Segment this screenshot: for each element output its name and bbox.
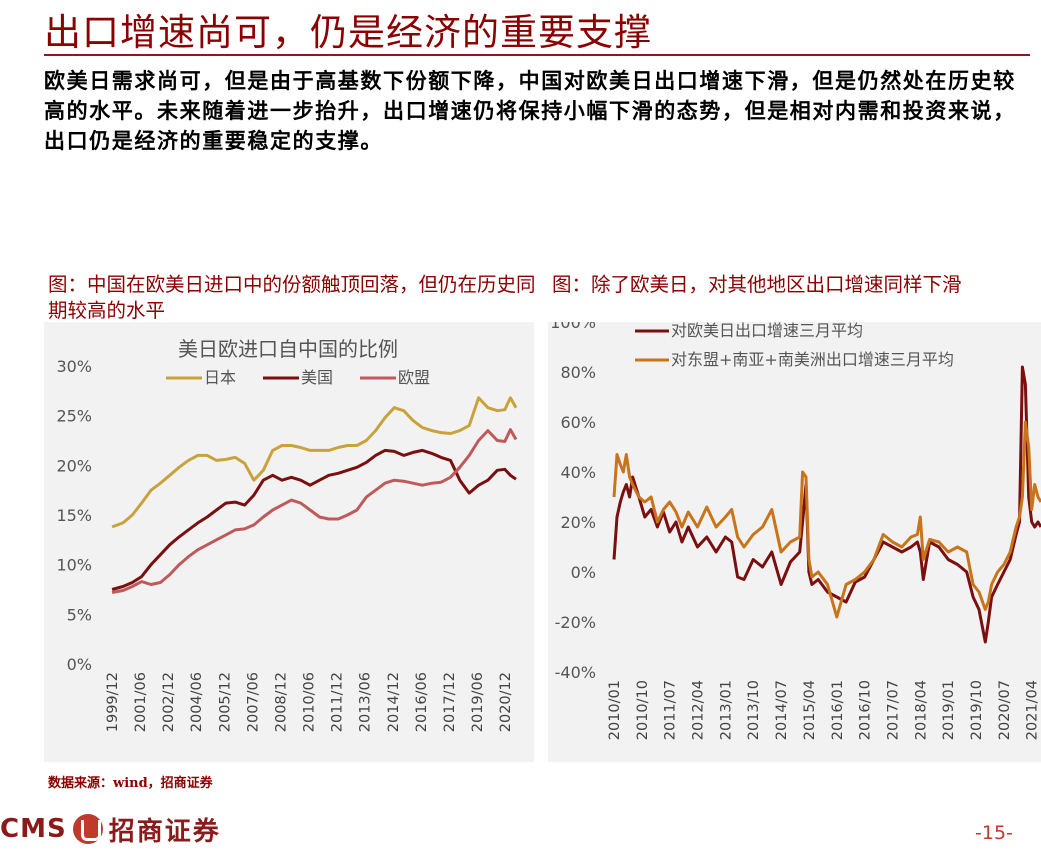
slide-title: 出口增速尚可，仍是经济的重要支撑 — [44, 11, 652, 54]
chart1-svg: 0% 5% 10% 15% 20% 25% 30% 1999/12 2001/06 2002/12… — [56, 337, 518, 732]
chart1-x-tick-label: 2007/06 — [245, 672, 261, 732]
chart1-y-tick-label: 0% — [67, 655, 92, 674]
chart1-x-tick-label: 2020/12 — [498, 672, 514, 732]
chart1-x-tick-label: 2017/12 — [442, 672, 458, 732]
chart2-x-tick-label: 2018/04 — [913, 680, 929, 740]
chart2-x-tick-label: 2019/10 — [969, 680, 985, 740]
chart2-y-tick-label: 60% — [560, 413, 596, 432]
intro-paragraph: 欧美日需求尚可，但是由于高基数下份额下降，中国对欧美日出口增速下滑，但是仍然处在… — [44, 68, 1016, 153]
chart1-x-tick-label: 2010/06 — [302, 672, 318, 732]
chart2-x-tick-label: 2017/07 — [885, 680, 901, 740]
logo-emblem-icon — [72, 814, 103, 844]
chart1-x-tick-label: 2001/06 — [133, 672, 149, 732]
chart2-caption: 图：除了欧美日，对其他地区出口增速同样下滑 — [552, 273, 962, 296]
page-number: -15- — [975, 822, 1013, 844]
chart2-x-tick-label: 2013/10 — [746, 680, 762, 740]
chart1-series-line — [111, 428, 518, 594]
chart1-legend-label: 欧盟 — [398, 368, 430, 387]
chart2-x-tick-label: 2010/01 — [607, 680, 623, 740]
chart1-x-tick-label: 2013/06 — [358, 672, 374, 732]
chart2-legend-label: 对东盟+南亚+南美洲出口增速三月平均 — [671, 350, 954, 369]
company-logo: CMS 招商证券 — [0, 812, 221, 847]
chart2-x-tick-label: 2015/04 — [802, 680, 818, 740]
chart1-y-tick-label: 30% — [56, 357, 92, 376]
chart1-x-tick-label: 2019/06 — [470, 672, 486, 732]
chart1-legend-label: 日本 — [204, 368, 236, 387]
logo-cms-text: CMS — [0, 814, 67, 844]
title-divider — [44, 54, 1030, 56]
chart1-y-tick-label: 5% — [67, 605, 92, 624]
chart2-y-tick-label: -40% — [555, 663, 596, 682]
chart2-x-tick-label: 2014/07 — [774, 680, 790, 740]
chart2-x-tick-label: 2016/10 — [858, 680, 874, 740]
chart1-y-tick-label: 25% — [56, 407, 92, 426]
chart1-y-tick-label: 20% — [56, 456, 92, 475]
chart2-x-tick-label: 2021/04 — [1025, 680, 1041, 740]
chart2-y-tick-label: -20% — [555, 613, 596, 632]
chart1-panel: 0% 5% 10% 15% 20% 25% 30% 1999/12 2001/06 2002/12… — [44, 322, 534, 762]
chart1-x-tick-label: 2008/12 — [273, 672, 289, 732]
chart1-x-tick-label: 2014/12 — [386, 672, 402, 732]
chart1-series-line — [111, 448, 517, 591]
chart1-title: 美日欧进口自中国的比例 — [178, 337, 398, 361]
chart2-x-tick-label: 2012/04 — [691, 680, 707, 740]
data-source-note: 数据来源：wind，招商证券 — [48, 776, 213, 791]
chart2-y-tick-label: 80% — [560, 363, 596, 382]
chart1-x-tick-label: 1999/12 — [105, 672, 121, 732]
chart2-x-tick-label: 2020/07 — [997, 680, 1013, 740]
chart1-legend-label: 美国 — [301, 368, 333, 387]
chart1-x-tick-label: 2004/06 — [189, 672, 205, 732]
chart1-caption: 图：中国在欧美日进口中的份额触顶回落，但仍在历史同期较高的水平 — [48, 273, 536, 322]
chart2-y-tick-label: 0% — [571, 563, 596, 582]
chart1-y-tick-label: 15% — [56, 506, 92, 525]
chart2-series-line — [612, 365, 1041, 644]
chart2-panel: -40% -20% 0% 20% 40% 60% 80% 100% 2010/01 2010/10… — [548, 313, 1041, 762]
chart1-y-tick-label: 10% — [56, 556, 92, 575]
chart2-x-tick-label: 2011/07 — [663, 680, 679, 740]
chart2-y-tick-label: 100% — [550, 322, 596, 332]
chart2-legend-label: 对欧美日出口增速三月平均 — [671, 322, 863, 340]
chart1-x-tick-label: 2016/06 — [414, 672, 430, 732]
chart2-x-tick-label: 2016/01 — [830, 680, 846, 740]
logo-cn-text: 招商证券 — [108, 816, 221, 847]
chart2-svg: -40% -20% 0% 20% 40% 60% 80% 100% 2010/01 2010/10… — [550, 313, 1041, 740]
chart2-x-tick-label: 2010/10 — [635, 680, 651, 740]
chart2-x-tick-label: 2019/01 — [941, 680, 957, 740]
chart2-y-tick-label: 40% — [560, 463, 596, 482]
chart2-y-tick-label: 20% — [560, 513, 596, 532]
chart1-x-tick-label: 2002/12 — [161, 672, 177, 732]
chart2-series-line — [612, 420, 1041, 619]
chart1-x-tick-label: 2005/12 — [217, 672, 233, 732]
chart1-series-line — [111, 396, 518, 529]
chart1-x-tick-label: 2011/12 — [330, 672, 346, 732]
chart2-x-tick-label: 2013/01 — [718, 680, 734, 740]
